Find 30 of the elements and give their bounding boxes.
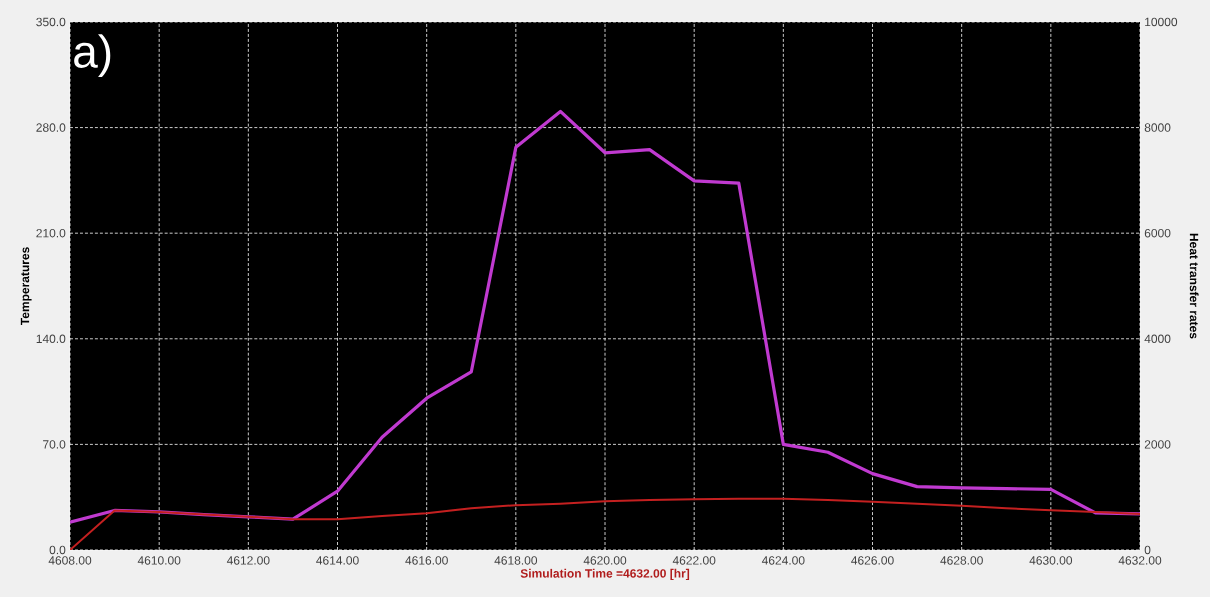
y-tick-label: 280.0 (36, 123, 66, 132)
x-tick-label: 4626.00 (851, 556, 894, 565)
x-tick-label: 4620.00 (583, 556, 627, 565)
x-tick-label: 4614.00 (316, 556, 359, 565)
x-tick-label: 4616.00 (405, 556, 448, 565)
y-axis-title: Temperatures (20, 247, 32, 326)
x-tick-label: 4628.00 (940, 556, 983, 565)
x-tick-label: 4624.00 (761, 556, 805, 565)
x-axis-title: Simulation Time =4632.00 [hr] (520, 568, 690, 581)
y-tick-label: 70.0 (43, 440, 66, 449)
x-tick-label: 4612.00 (226, 556, 270, 565)
x-tick-label: 4632.00 (1118, 556, 1162, 565)
x-tick-label: 4618.00 (494, 556, 538, 565)
y-tick-label: 350.0 (36, 17, 66, 27)
x-tick-label: 4630.00 (1029, 556, 1073, 565)
line-series (70, 497, 1140, 550)
annotation: a) (74, 34, 111, 78)
y2-tick-label: 6000 (1144, 228, 1171, 238)
y-tick-label: 0.0 (49, 545, 66, 555)
y2-tick-label: 10000 (1145, 17, 1178, 27)
x-tick-label: 4622.00 (672, 556, 716, 565)
x-tick-label: 4608.00 (48, 556, 92, 565)
y2-tick-label: 8000 (1144, 123, 1171, 132)
y-tick-label: 210.0 (36, 228, 66, 238)
y-tick-label: 140.0 (36, 334, 66, 344)
y2-axis-title: Heat transfer rates (1189, 233, 1199, 339)
y2-tick-label: 0 (1144, 545, 1151, 555)
y2-tick-label: 2000 (1144, 440, 1171, 449)
x-tick-label: 4610.00 (137, 556, 181, 565)
y2-tick-label: 4000 (1144, 334, 1171, 344)
